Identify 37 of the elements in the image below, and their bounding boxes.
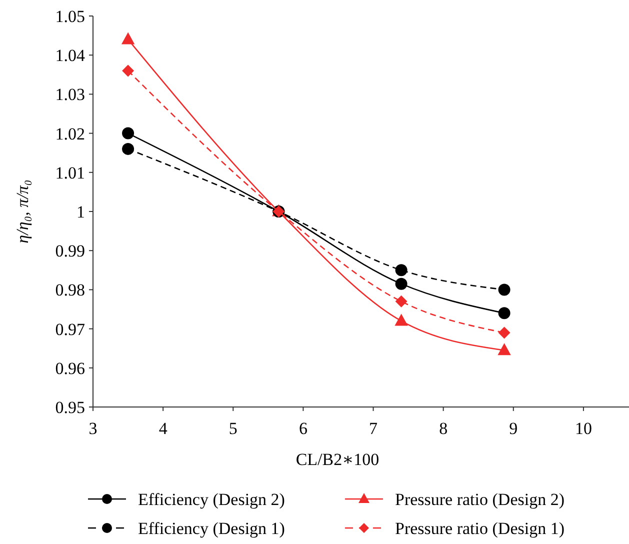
point — [122, 127, 134, 140]
y-tick-label: 1.03 — [55, 85, 85, 104]
point — [394, 314, 408, 326]
point — [498, 284, 510, 296]
x-tick-label: 10 — [574, 419, 592, 438]
x-tick-label: 5 — [228, 419, 238, 438]
y-tick-label: 0.97 — [55, 320, 86, 339]
y-tick-label: 0.96 — [55, 358, 85, 378]
x-tick-label: 9 — [509, 419, 518, 438]
x-axis-title: CL/B2∗100 — [296, 450, 380, 469]
y-tick-label: 1 — [76, 202, 85, 222]
legend-label: Pressure ratio (Design 1) — [395, 518, 564, 538]
y-axis-title: η/η₀, π/π₀ — [13, 180, 32, 244]
y-tick-label: 0.95 — [55, 398, 85, 417]
point — [395, 295, 408, 308]
point — [498, 326, 510, 339]
y-tick-label: 1.02 — [55, 124, 85, 144]
x-tick-label: 6 — [298, 419, 308, 438]
y-tick-label: 1.05 — [55, 6, 85, 26]
point — [395, 264, 408, 276]
point — [121, 32, 135, 44]
y-tick-label: 0.98 — [55, 280, 85, 300]
point — [122, 142, 134, 155]
y-tick-label: 0.99 — [55, 242, 85, 261]
legend-label: Pressure ratio (Design 2) — [395, 490, 564, 509]
x-tick-label: 7 — [369, 419, 378, 438]
x-tick-label: 4 — [158, 419, 168, 438]
y-tick-label: 1.04 — [55, 46, 86, 66]
legend-label: Efficiency (Design 1) — [138, 518, 285, 538]
point — [395, 278, 408, 290]
legend-label: Efficiency (Design 2) — [138, 490, 285, 509]
y-tick-label: 1.01 — [55, 163, 85, 182]
point — [498, 343, 511, 356]
point — [498, 307, 510, 320]
x-tick-label: 8 — [439, 419, 448, 438]
point — [122, 64, 134, 77]
x-tick-label: 3 — [88, 419, 98, 438]
